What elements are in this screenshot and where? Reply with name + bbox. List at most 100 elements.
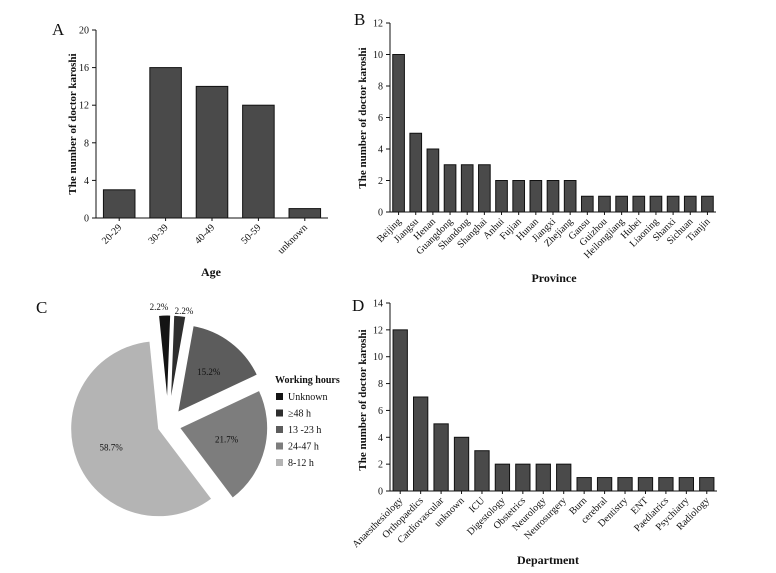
- pie-slice-label: 58.7%: [100, 442, 124, 452]
- pie-slice: [169, 314, 187, 404]
- bar: [683, 195, 697, 213]
- chart-panel-b: B The number of doctor karoshi Province …: [354, 10, 716, 285]
- y-tick-label: 0: [84, 214, 89, 225]
- bar: [699, 477, 715, 492]
- bar: [392, 54, 405, 213]
- bar: [576, 477, 592, 492]
- bar: [546, 180, 560, 213]
- y-tick-label: 12: [79, 101, 89, 112]
- y-tick-label: 6: [378, 113, 383, 124]
- y-tick-label: 0: [378, 208, 383, 219]
- panel-b-y-axis-label: The number of doctor karoshi: [357, 47, 369, 188]
- pie-slice-label: 2.2%: [175, 306, 194, 316]
- y-tick-label: 16: [79, 63, 89, 74]
- legend-swatch: [276, 426, 283, 433]
- bar: [242, 104, 275, 219]
- pie-slice-label: 21.7%: [215, 434, 239, 444]
- bar: [392, 329, 408, 492]
- bar: [596, 477, 613, 492]
- bar: [598, 195, 611, 213]
- bar: [478, 164, 491, 213]
- pie-legend-title: Working hours: [275, 375, 340, 386]
- legend-swatch: [276, 442, 283, 450]
- bar: [658, 477, 674, 492]
- bar: [649, 195, 663, 213]
- x-tick-label: 40-49: [193, 222, 217, 246]
- bar: [288, 208, 322, 219]
- bar: [433, 423, 449, 492]
- y-tick-label: 8: [84, 138, 89, 149]
- bar: [426, 148, 440, 213]
- pie-slice: [178, 389, 269, 499]
- legend-swatch: [276, 409, 283, 417]
- bar: [413, 396, 429, 492]
- bar: [515, 463, 531, 492]
- bar: [512, 180, 526, 213]
- y-tick-label: 14: [373, 299, 383, 310]
- y-tick-label: 12: [373, 19, 383, 30]
- bar: [495, 180, 508, 213]
- panel-a-y-axis-label: The number of doctor karoshi: [67, 53, 79, 194]
- x-tick-label: unknown: [276, 222, 310, 256]
- x-tick-label: 30-39: [146, 222, 170, 246]
- y-tick-label: 2: [378, 460, 383, 471]
- bar: [580, 195, 594, 213]
- y-tick-label: 4: [378, 145, 383, 156]
- bar: [535, 463, 551, 492]
- bar: [102, 189, 136, 219]
- legend-entry: 8-12 h: [288, 458, 314, 469]
- legend-entry: ≥48 h: [288, 409, 311, 420]
- bar: [556, 463, 572, 492]
- legend-entry: 13 -23 h: [288, 425, 321, 436]
- chart-panel-c: C Working hours 2.2% 2.2% 15.2% 21.7% 58.7% U…: [36, 298, 340, 518]
- bar: [409, 132, 423, 213]
- panel-c-letter: C: [36, 298, 47, 317]
- panel-a-x-axis-label: Age: [201, 265, 222, 279]
- y-tick-label: 4: [84, 176, 89, 187]
- bar: [149, 67, 182, 219]
- y-tick-label: 2: [378, 176, 383, 187]
- panel-b-letter: B: [354, 10, 365, 29]
- bar: [701, 195, 714, 213]
- y-tick-label: 4: [378, 433, 383, 444]
- legend-entry: Unknown: [288, 392, 327, 403]
- bar: [666, 195, 680, 213]
- panel-b-x-axis-label: Province: [531, 271, 577, 285]
- bar: [563, 180, 577, 213]
- panel-d-x-axis-label: Department: [517, 553, 579, 567]
- bar: [615, 195, 628, 213]
- pie-slice: [157, 314, 172, 404]
- chart-panel-d: D The number of doctor karoshi Departmen…: [350, 296, 717, 567]
- chart-panel-a: A The number of doctor karoshi Age 0 4 8 12…: [52, 20, 328, 279]
- bar: [453, 436, 470, 492]
- y-tick-label: 10: [373, 352, 383, 363]
- pie-slice-label: 2.2%: [150, 302, 169, 312]
- bar: [195, 85, 229, 219]
- panel-d-letter: D: [352, 296, 364, 315]
- legend-entry: 24-47 h: [288, 442, 319, 453]
- y-tick-label: 12: [373, 325, 383, 336]
- y-tick-label: 6: [378, 406, 383, 417]
- bar: [678, 477, 694, 492]
- pie-slice: [177, 325, 259, 414]
- pie-slice-label: 15.2%: [197, 367, 221, 377]
- bar: [474, 450, 490, 492]
- bar: [460, 164, 474, 213]
- bar: [529, 180, 543, 213]
- legend-swatch: [276, 393, 283, 400]
- y-tick-label: 10: [373, 50, 383, 61]
- y-tick-label: 8: [378, 379, 383, 390]
- bar: [637, 477, 654, 492]
- panel-d-y-axis-label: The number of doctor karoshi: [357, 329, 369, 470]
- x-tick-label: 20-29: [100, 222, 124, 246]
- y-tick-label: 8: [378, 82, 383, 93]
- pie-slice: [70, 340, 213, 518]
- bar: [632, 195, 646, 213]
- bar: [494, 463, 511, 492]
- bar: [617, 477, 633, 492]
- y-tick-label: 20: [79, 26, 89, 37]
- x-tick-label: 50-59: [239, 222, 263, 246]
- panel-a-letter: A: [52, 20, 65, 39]
- y-tick-label: 0: [378, 487, 383, 498]
